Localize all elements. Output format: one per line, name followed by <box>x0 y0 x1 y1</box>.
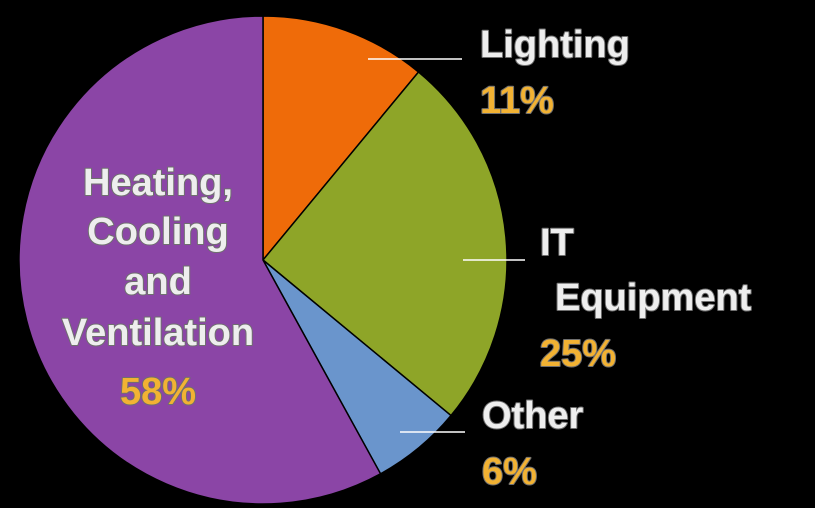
slice-label-it-line2: Equipment <box>555 277 752 319</box>
slice-percent-lighting: 11% <box>480 80 554 122</box>
slice-percent-other: 6% <box>482 451 537 493</box>
slice-label-other: Other <box>482 395 584 437</box>
slice-label-heating-line1: Heating, <box>83 162 233 204</box>
pie-slice-it-equipment <box>262 71 508 417</box>
pie-slice-heating-cooling-ventilation <box>18 15 382 505</box>
slice-label-it-line1: IT <box>540 222 574 264</box>
slice-percent-heating: 58% <box>120 371 196 413</box>
label-group-it-equipment: IT Equipment 25% <box>539 221 753 376</box>
pie-slices <box>18 15 508 505</box>
label-group-heating: Heating, Cooling and Ventilation 58% <box>61 161 255 414</box>
label-group-lighting: Lighting 11% <box>479 23 631 123</box>
slice-label-heating-line2: Cooling <box>87 211 228 253</box>
leader-lines <box>368 58 525 433</box>
slice-percent-it-equipment: 25% <box>540 333 616 375</box>
slice-label-heating-line3: and <box>124 261 192 303</box>
slice-label-heating-line4: Ventilation <box>62 312 254 354</box>
pie-slice-lighting <box>262 15 420 261</box>
label-group-other: Other 6% <box>481 394 585 494</box>
slice-label-lighting: Lighting <box>480 24 630 66</box>
